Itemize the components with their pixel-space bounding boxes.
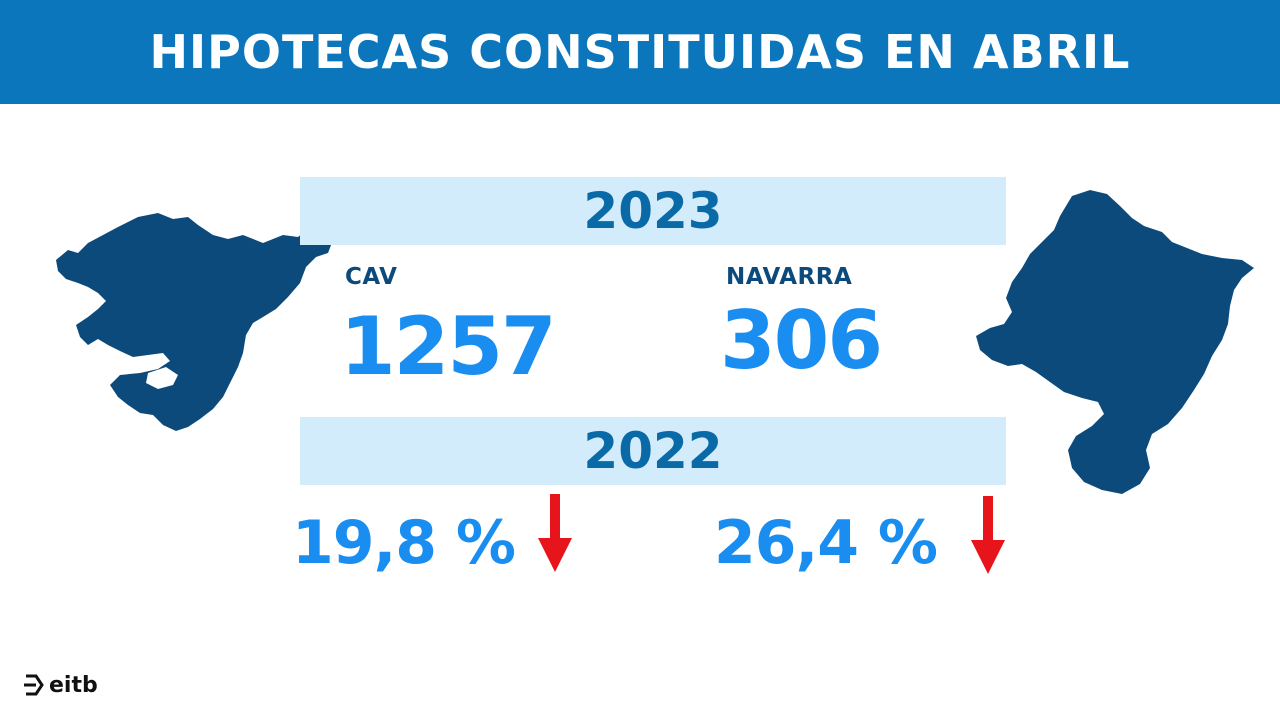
region-label-navarra: NAVARRA — [726, 264, 853, 290]
page-title: HIPOTECAS CONSTITUIDAS EN ABRIL — [149, 25, 1131, 79]
header-bar: HIPOTECAS CONSTITUIDAS EN ABRIL — [0, 0, 1280, 104]
year-band-2022: 2022 — [300, 417, 1006, 485]
change-cav: 19,8 % — [292, 508, 516, 578]
year-label-current: 2023 — [583, 182, 723, 240]
eitb-logo-icon — [24, 674, 44, 696]
navarra-map-icon — [976, 190, 1254, 494]
region-label-cav: CAV — [345, 264, 398, 290]
arrow-down-icon — [538, 494, 572, 572]
arrow-down-icon — [971, 496, 1005, 574]
value-navarra: 306 — [720, 294, 883, 387]
value-cav: 1257 — [340, 300, 557, 393]
change-navarra: 26,4 % — [714, 508, 938, 578]
cav-map-icon — [56, 213, 333, 431]
year-label-comparison: 2022 — [583, 422, 723, 480]
logo-text: eitb — [49, 672, 98, 698]
year-band-2023: 2023 — [300, 177, 1006, 245]
eitb-logo: eitb — [22, 672, 98, 698]
